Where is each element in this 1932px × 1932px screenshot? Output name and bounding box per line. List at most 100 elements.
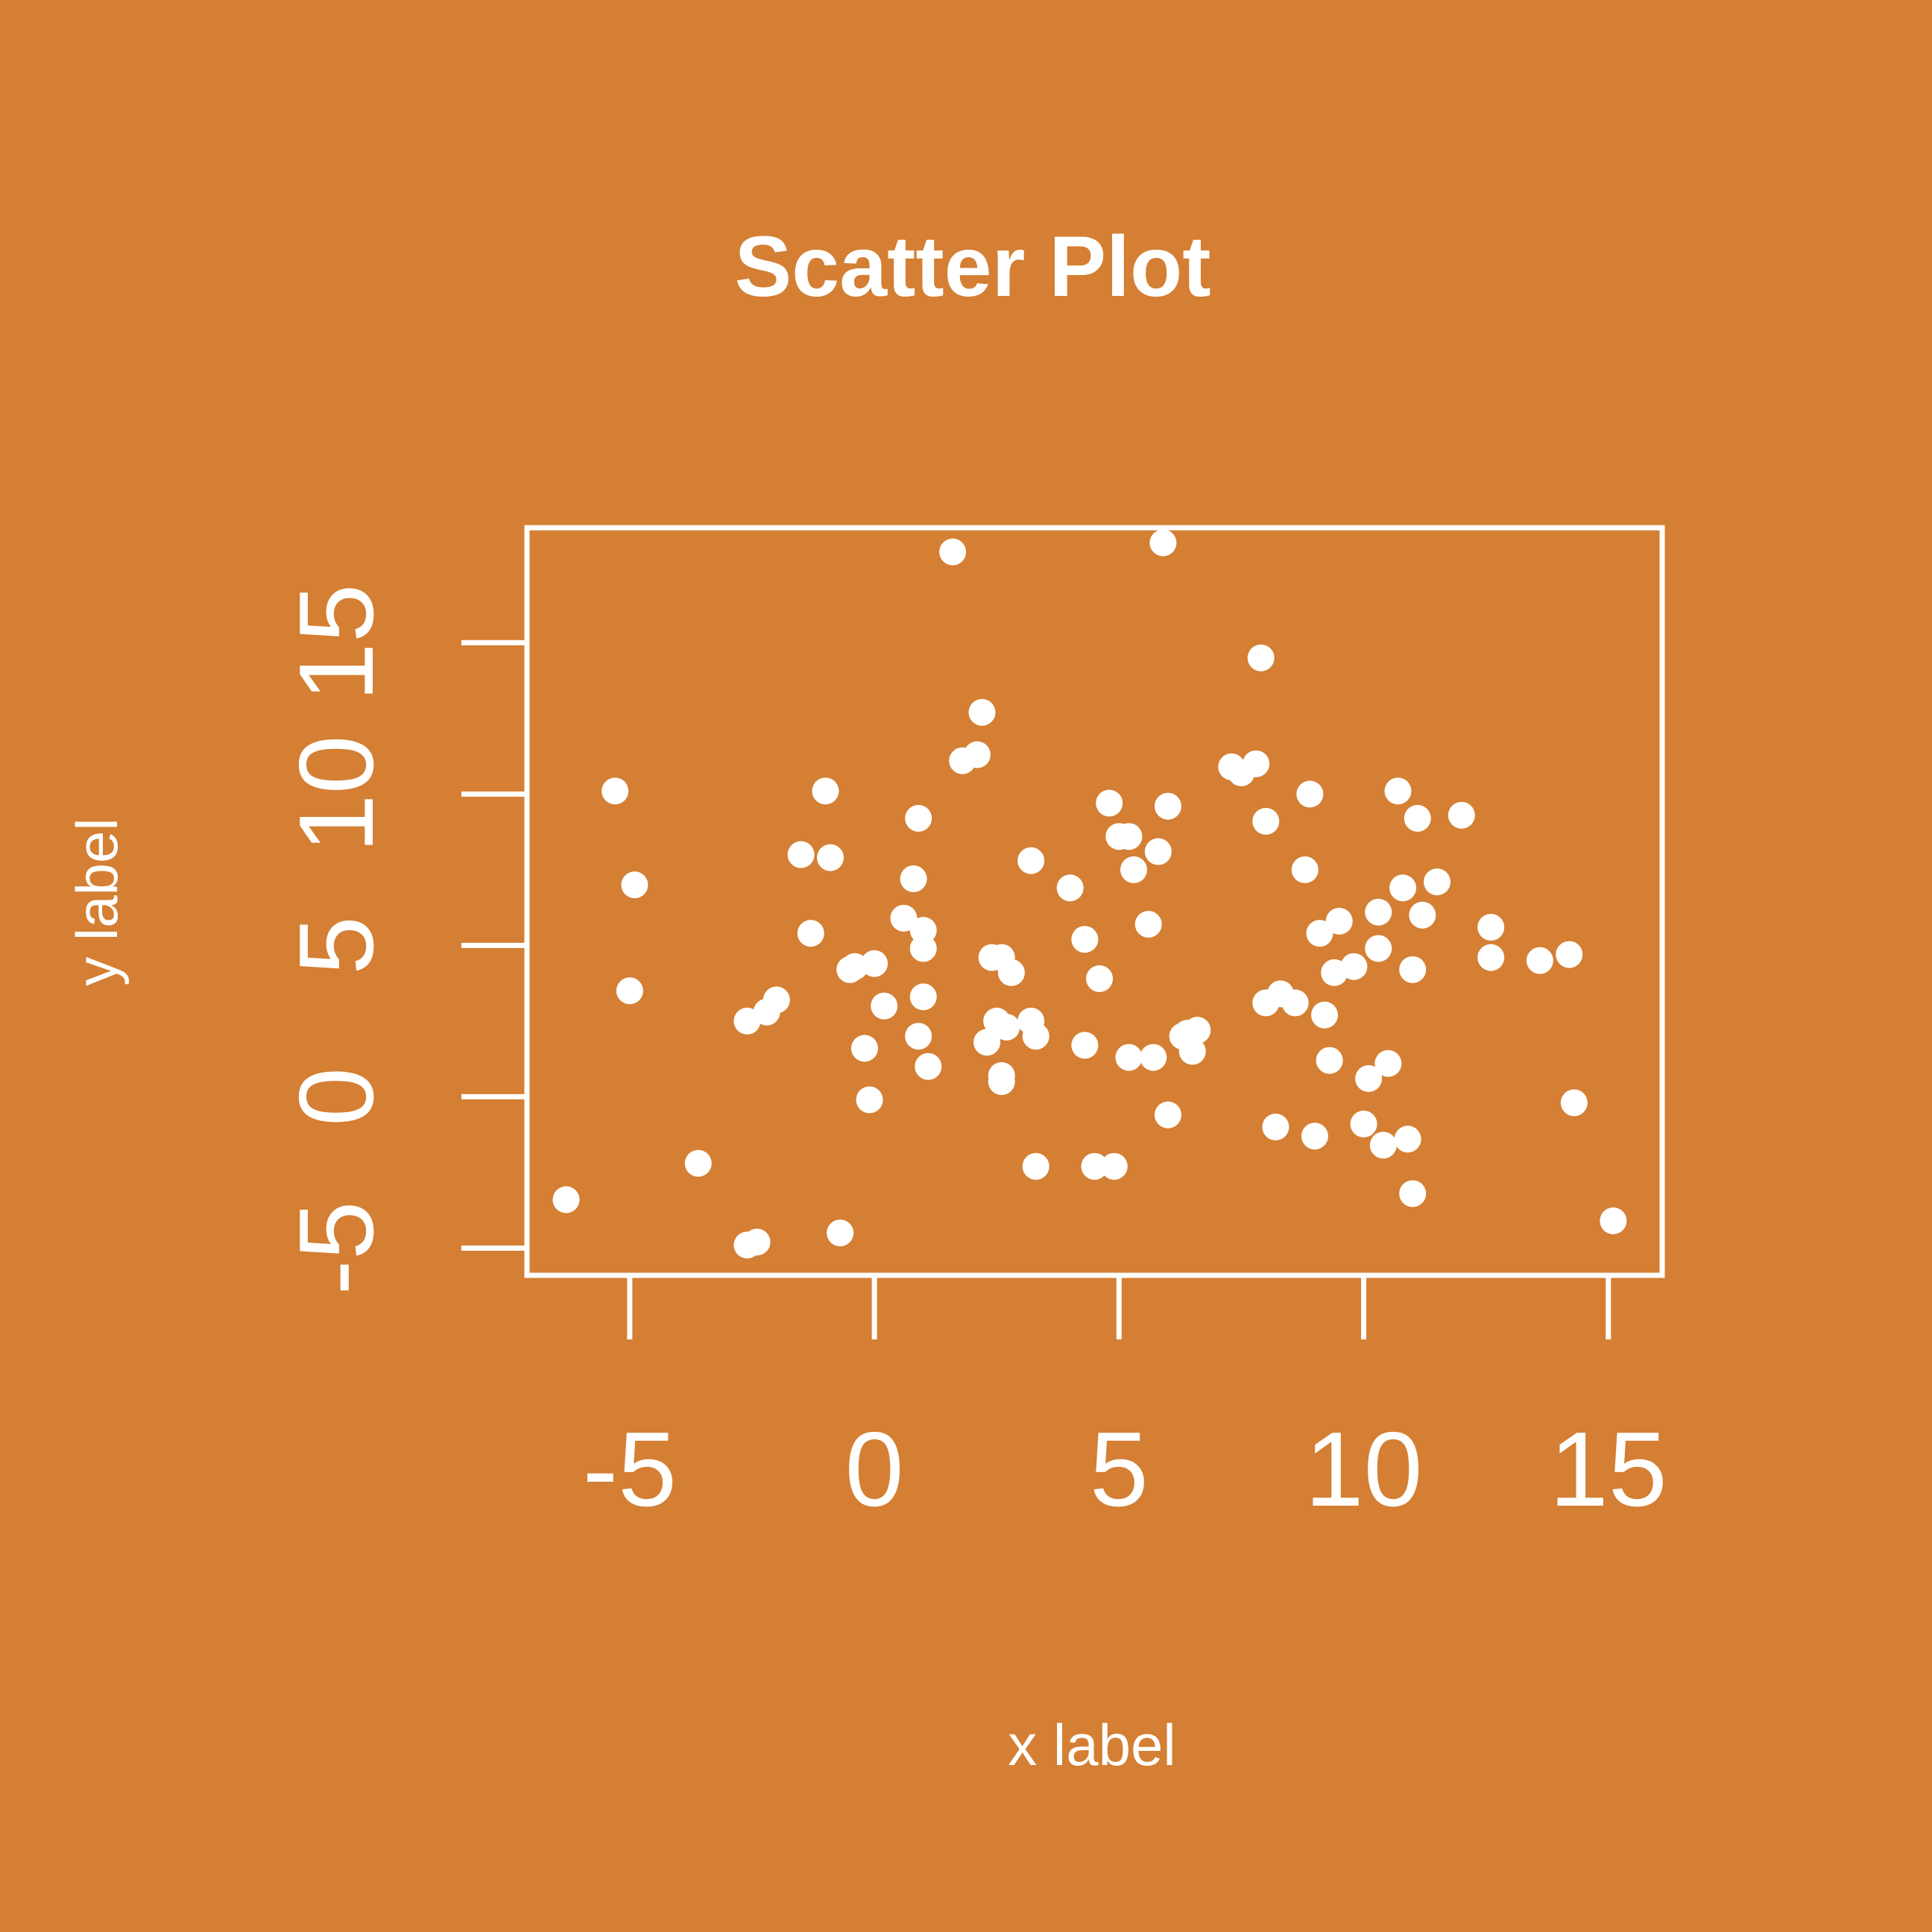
- data-point: [1017, 1007, 1045, 1035]
- data-point: [1115, 823, 1143, 850]
- data-point: [817, 844, 845, 871]
- x-tick-label: 10: [1305, 1410, 1423, 1529]
- data-point: [1365, 898, 1392, 926]
- data-point: [993, 1014, 1020, 1041]
- data-point: [1399, 1180, 1427, 1208]
- data-point: [1306, 920, 1333, 947]
- data-point: [1247, 644, 1275, 672]
- data-point: [1140, 1044, 1167, 1071]
- data-point: [1374, 1049, 1402, 1077]
- data-point: [1022, 1152, 1049, 1180]
- data-point: [1056, 874, 1084, 902]
- y-tick-label: -5: [277, 1201, 396, 1295]
- data-point: [1243, 750, 1270, 777]
- data-point: [1154, 1101, 1181, 1128]
- data-point: [1409, 901, 1436, 929]
- data-point: [1365, 935, 1392, 962]
- data-point: [997, 959, 1025, 986]
- data-point: [812, 777, 839, 805]
- data-point: [1311, 1001, 1339, 1029]
- data-point: [1404, 804, 1431, 832]
- data-point: [1154, 792, 1181, 820]
- data-point: [1448, 801, 1475, 829]
- y-axis: -5 0 5 10 15: [277, 584, 527, 1295]
- data-point: [973, 1029, 1001, 1056]
- data-point: [1120, 856, 1148, 883]
- data-point: [1384, 777, 1412, 805]
- data-point: [684, 1149, 712, 1177]
- data-point: [963, 741, 991, 768]
- x-tick-label: 5: [1090, 1410, 1149, 1529]
- data-point: [827, 1219, 854, 1247]
- data-point: [1301, 1123, 1328, 1150]
- data-point: [905, 1023, 932, 1050]
- data-point: [1340, 953, 1368, 980]
- data-point: [1355, 1065, 1383, 1093]
- data-point: [552, 1186, 580, 1213]
- data-point: [1296, 780, 1324, 808]
- data-point: [1184, 1017, 1211, 1044]
- data-point: [939, 538, 967, 566]
- data-point: [1369, 1131, 1397, 1159]
- x-tick-label: 15: [1550, 1410, 1667, 1529]
- x-axis: -5 0 5 10 15: [583, 1275, 1667, 1529]
- data-point: [787, 841, 815, 868]
- y-tick-label: 15: [277, 584, 396, 701]
- data-point: [1394, 1126, 1421, 1153]
- y-tick-label: 10: [277, 735, 396, 853]
- data-point: [909, 983, 937, 1011]
- y-tick-label: 0: [277, 1067, 396, 1126]
- data-point: [905, 804, 932, 832]
- x-axis-label: x label: [1008, 1712, 1175, 1778]
- data-point: [763, 986, 790, 1014]
- data-point: [743, 1228, 771, 1256]
- data-point: [1071, 926, 1099, 953]
- data-point: [1252, 807, 1280, 835]
- data-point: [1086, 965, 1114, 993]
- y-axis-label: y label: [64, 818, 130, 985]
- data-point: [1556, 941, 1583, 968]
- data-point: [1144, 838, 1172, 865]
- data-point: [1262, 1114, 1289, 1141]
- data-point: [1389, 874, 1417, 902]
- x-tick-label: 0: [845, 1410, 904, 1529]
- data-point: [602, 777, 629, 805]
- plot-area-frame: [524, 525, 1665, 1278]
- data-point: [915, 1052, 942, 1080]
- data-point: [909, 935, 937, 962]
- data-point: [1134, 910, 1162, 938]
- data-point: [1399, 956, 1427, 983]
- data-point: [1526, 947, 1553, 974]
- data-point: [616, 977, 643, 1005]
- data-point: [1149, 529, 1177, 557]
- data-point: [1096, 789, 1123, 817]
- data-point: [1600, 1207, 1627, 1234]
- data-point: [900, 865, 927, 893]
- data-point: [1560, 1089, 1588, 1117]
- data-point: [1325, 907, 1353, 935]
- data-point: [1477, 914, 1505, 941]
- data-point: [797, 920, 824, 947]
- data-point: [1115, 1044, 1143, 1071]
- data-point: [1350, 1110, 1377, 1137]
- data-point: [733, 1007, 761, 1035]
- data-point: [850, 1035, 878, 1062]
- data-point: [861, 950, 888, 977]
- data-point: [1100, 1152, 1128, 1180]
- data-point: [890, 904, 918, 932]
- scatter-points: [552, 529, 1627, 1259]
- data-point: [1291, 856, 1319, 883]
- data-point: [1424, 868, 1451, 896]
- data-point: [1071, 1032, 1099, 1059]
- data-point: [621, 871, 648, 899]
- y-tick-label: 5: [277, 916, 396, 975]
- chart-title: Scatter Plot: [734, 219, 1210, 315]
- data-point: [988, 1068, 1015, 1096]
- data-point: [1316, 1046, 1343, 1074]
- data-point: [1017, 847, 1045, 874]
- data-point: [1281, 989, 1309, 1017]
- data-point: [871, 992, 898, 1020]
- data-point: [968, 698, 996, 726]
